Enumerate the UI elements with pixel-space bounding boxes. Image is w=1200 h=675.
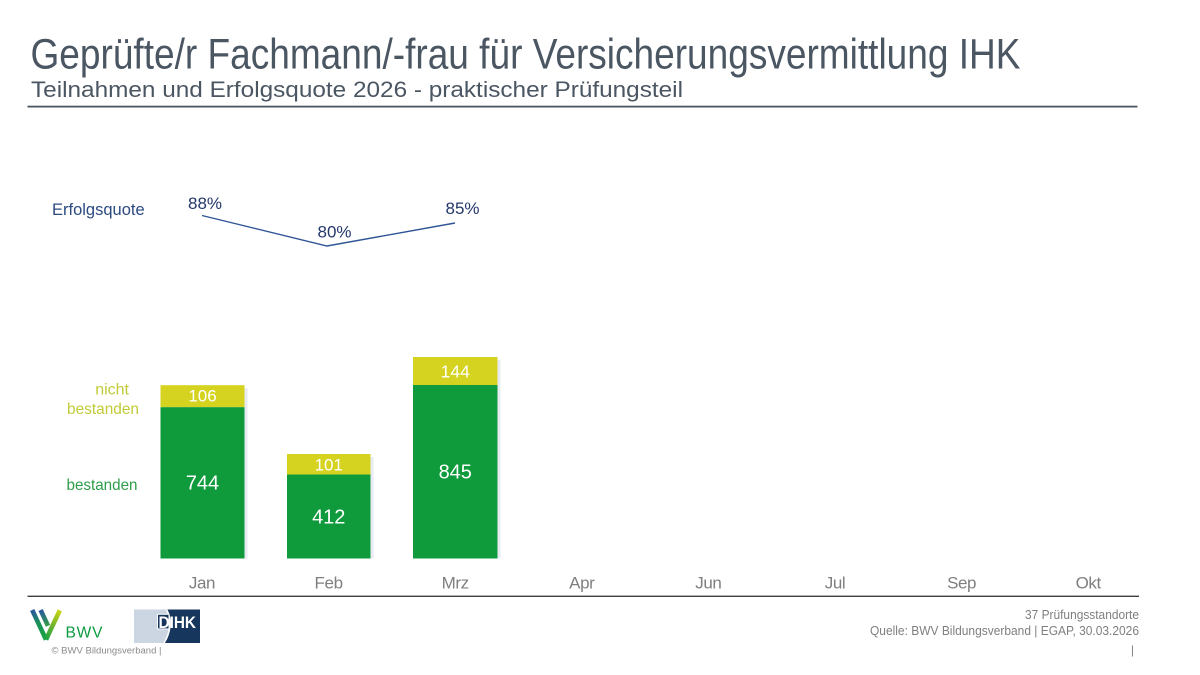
svg-text:Sep: Sep [947,573,976,592]
svg-text:106: 106 [188,387,216,406]
svg-text:Apr: Apr [569,573,595,592]
svg-text:101: 101 [315,456,343,475]
svg-text:Erfolgsquote: Erfolgsquote [52,201,145,219]
svg-text:412: 412 [312,507,345,529]
svg-text:bestanden: bestanden [67,477,138,494]
svg-text:845: 845 [439,462,472,484]
svg-text:© BWV Bildungsverband |: © BWV Bildungsverband | [52,646,162,657]
svg-text:Jun: Jun [695,573,721,592]
svg-text:nicht: nicht [95,381,129,398]
svg-text:Jan: Jan [189,573,215,592]
svg-text:744: 744 [186,473,219,495]
svg-text:|: | [1131,643,1134,657]
svg-text:Feb: Feb [315,573,343,592]
svg-text:BWV: BWV [66,625,104,642]
svg-text:Teilnahmen und Erfolgsquote 20: Teilnahmen und Erfolgsquote 2026 - prakt… [31,77,683,102]
svg-text:Geprüfte/r Fachmann/-frau für: Geprüfte/r Fachmann/-frau für Versicheru… [31,31,1021,79]
svg-text:88%: 88% [188,194,222,213]
svg-text:144: 144 [441,362,470,382]
svg-text:Quelle: BWV Bildungsverband |: Quelle: BWV Bildungsverband | EGAP, 30.0… [870,624,1139,638]
svg-text:DIHK: DIHK [159,614,197,632]
svg-text:Jul: Jul [825,573,846,592]
svg-text:Mrz: Mrz [442,573,469,592]
svg-text:37 Prüfungsstandorte: 37 Prüfungsstandorte [1025,608,1139,622]
svg-text:bestanden: bestanden [67,401,139,418]
svg-text:Okt: Okt [1076,573,1102,592]
svg-text:85%: 85% [445,199,479,218]
svg-text:80%: 80% [317,223,351,242]
